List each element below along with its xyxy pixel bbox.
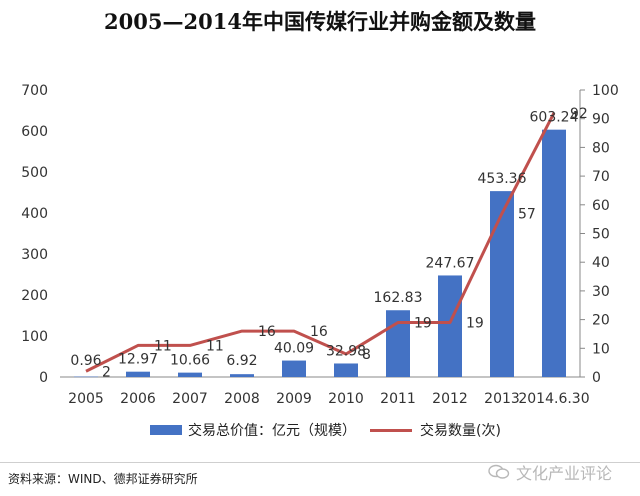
legend-item-bar: 交易总价值：亿元（规模） bbox=[150, 420, 356, 440]
x-tick-label: 2013 bbox=[484, 391, 520, 407]
y-right-tick-label: 30 bbox=[592, 284, 610, 300]
line-value-label: 16 bbox=[258, 324, 276, 340]
line-value-label: 19 bbox=[466, 315, 484, 331]
line-value-label: 16 bbox=[310, 324, 328, 340]
bar bbox=[438, 275, 462, 377]
y-left-tick-label: 500 bbox=[21, 165, 48, 181]
bar bbox=[490, 191, 514, 377]
y-left-tick-label: 200 bbox=[21, 288, 48, 304]
bar bbox=[386, 310, 410, 377]
line-value-label: 57 bbox=[518, 206, 536, 222]
bar-value-label: 32.98 bbox=[326, 343, 366, 359]
y-right-tick-label: 0 bbox=[592, 370, 601, 386]
line-value-label: 11 bbox=[154, 338, 172, 354]
bar-value-label: 10.66 bbox=[170, 353, 210, 369]
legend-line-label: 交易数量(次) bbox=[420, 423, 501, 439]
y-right-tick-label: 10 bbox=[592, 341, 610, 357]
y-left-tick-label: 400 bbox=[21, 206, 48, 222]
y-right-tick-label: 60 bbox=[592, 198, 610, 214]
wechat-icon bbox=[488, 464, 510, 480]
y-left-tick-label: 300 bbox=[21, 247, 48, 263]
y-right-tick-label: 70 bbox=[592, 169, 610, 185]
y-right-tick-label: 90 bbox=[592, 112, 610, 128]
legend-bar-label: 交易总价值：亿元（规模） bbox=[188, 423, 356, 439]
bar-value-label: 603.24 bbox=[530, 110, 579, 126]
y-left-tick-label: 700 bbox=[21, 83, 48, 99]
legend-line-swatch bbox=[370, 428, 412, 432]
x-tick-label: 2010 bbox=[328, 391, 364, 407]
bar bbox=[334, 363, 358, 377]
bar-value-label: 12.97 bbox=[118, 352, 158, 368]
bar-value-label: 0.96 bbox=[70, 353, 101, 369]
x-tick-label: 2011 bbox=[380, 391, 416, 407]
x-tick-label: 2005 bbox=[68, 391, 104, 407]
bar bbox=[282, 360, 306, 377]
legend-bar-swatch bbox=[150, 425, 182, 435]
bar-value-label: 247.67 bbox=[426, 255, 475, 271]
x-tick-label: 2007 bbox=[172, 391, 208, 407]
source-note: 资料来源：WIND、德邦证券研究所 bbox=[8, 472, 198, 486]
line-value-label: 92 bbox=[570, 106, 588, 122]
y-right-tick-label: 100 bbox=[592, 83, 619, 99]
bar bbox=[230, 374, 254, 377]
x-tick-label: 2012 bbox=[432, 391, 468, 407]
bar-value-label: 453.36 bbox=[478, 171, 527, 187]
y-left-tick-label: 600 bbox=[21, 124, 48, 140]
chart-legend: 交易总价值：亿元（规模） 交易数量(次) bbox=[0, 420, 640, 444]
bar-value-label: 162.83 bbox=[374, 290, 423, 306]
legend-item-line: 交易数量(次) bbox=[370, 420, 501, 440]
x-tick-label: 2008 bbox=[224, 391, 260, 407]
bar-value-label: 6.92 bbox=[226, 353, 257, 369]
line-value-label: 2 bbox=[102, 364, 111, 380]
bar bbox=[542, 129, 566, 377]
watermark-text: 文化产业评论 bbox=[516, 464, 613, 483]
y-left-tick-label: 0 bbox=[39, 370, 48, 386]
bar bbox=[178, 372, 202, 377]
footer-divider bbox=[0, 462, 640, 463]
line-value-label: 19 bbox=[414, 315, 432, 331]
line-value-label: 8 bbox=[362, 347, 371, 363]
bar-value-label: 40.09 bbox=[274, 341, 314, 357]
y-right-tick-label: 20 bbox=[592, 313, 610, 329]
y-right-tick-label: 80 bbox=[592, 140, 610, 156]
y-left-tick-label: 100 bbox=[21, 329, 48, 345]
x-tick-label: 2006 bbox=[120, 391, 156, 407]
bar bbox=[74, 376, 98, 378]
y-right-tick-label: 40 bbox=[592, 255, 610, 271]
y-right-tick-label: 50 bbox=[592, 227, 610, 243]
chart-title: 2005—2014年中国传媒行业并购金额及数量 bbox=[104, 9, 536, 34]
bar bbox=[126, 371, 150, 377]
x-tick-label: 2009 bbox=[276, 391, 312, 407]
series-line bbox=[85, 112, 556, 373]
x-tick-label: 2014.6.30 bbox=[518, 391, 589, 407]
watermark: 文化产业评论 bbox=[488, 460, 612, 484]
line-value-label: 11 bbox=[206, 338, 224, 354]
